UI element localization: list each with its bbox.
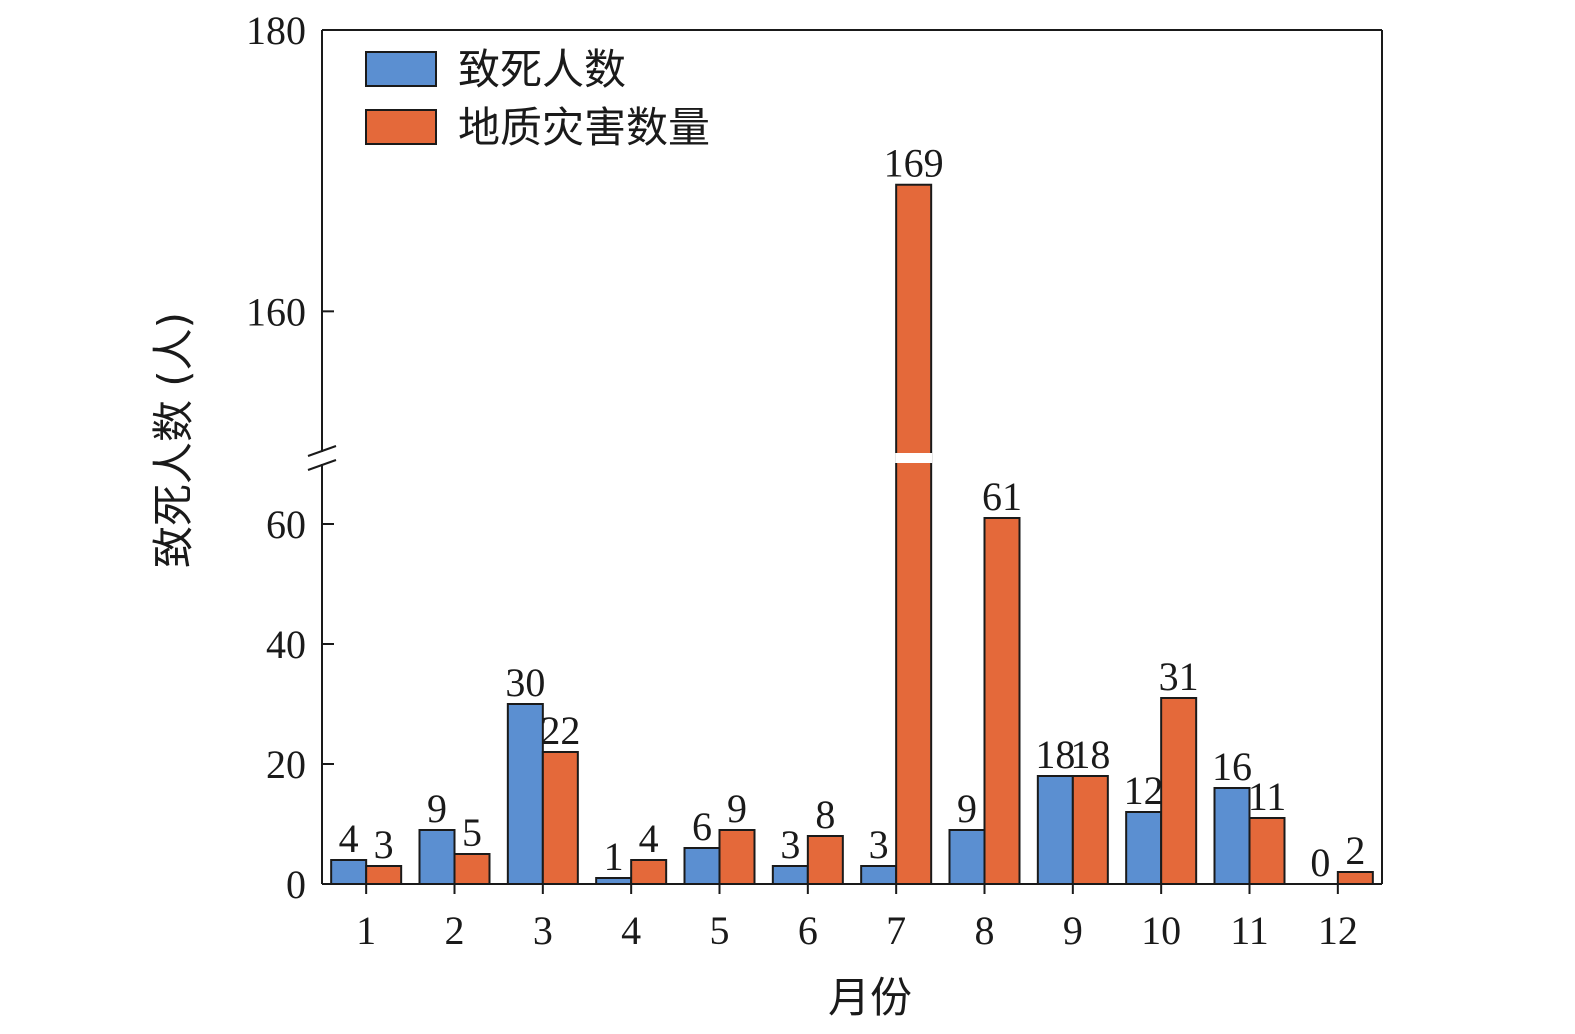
data-label: 18 [1035, 732, 1075, 777]
data-label: 2 [1345, 828, 1365, 873]
data-label: 5 [462, 810, 482, 855]
data-label: 3 [374, 822, 394, 867]
data-label: 169 [884, 141, 944, 186]
bar-disasters-8 [983, 517, 1021, 885]
axis-break-mark [307, 459, 337, 471]
bar-disasters-9 [1071, 775, 1109, 885]
bar-deaths-11 [1213, 787, 1251, 885]
data-label: 12 [1124, 768, 1164, 813]
bar-deaths-9 [1036, 775, 1074, 885]
x-tick-label: 5 [710, 908, 730, 953]
x-tick-label: 9 [1063, 908, 1083, 953]
data-label: 1 [604, 834, 624, 879]
data-label: 9 [427, 786, 447, 831]
bar-disasters-5 [718, 829, 756, 885]
bar-deaths-7 [860, 865, 898, 885]
bar-disasters-11 [1248, 817, 1286, 885]
data-label: 8 [815, 792, 835, 837]
bar-deaths-10 [1125, 811, 1163, 885]
y-tick-label: 40 [266, 622, 306, 667]
y-tick-label: 20 [266, 742, 306, 787]
bar-disasters-10 [1160, 697, 1198, 885]
legend-label-deaths: 致死人数 [458, 45, 626, 94]
bar-disasters-7 [895, 183, 933, 885]
bar-deaths-8 [948, 829, 986, 885]
x-tick-label: 12 [1318, 908, 1358, 953]
y-tick-label: 180 [246, 8, 306, 53]
bar-deaths-3 [506, 703, 544, 885]
data-label: 16 [1212, 744, 1252, 789]
data-label: 30 [505, 660, 545, 705]
x-axis-title: 月份 [828, 973, 912, 1022]
x-tick-label: 6 [798, 908, 818, 953]
y-tick-label: 0 [286, 862, 306, 907]
y-axis-title: 致死人数 (人) [149, 312, 198, 568]
data-label: 3 [780, 822, 800, 867]
legend-label-disasters: 地质灾害数量 [458, 103, 710, 152]
data-label: 4 [339, 816, 359, 861]
x-tick-label: 10 [1141, 908, 1181, 953]
bar-deaths-2 [418, 829, 456, 885]
x-tick-label: 11 [1230, 908, 1269, 953]
x-tick-label: 7 [886, 908, 906, 953]
data-label: 11 [1248, 774, 1287, 819]
axis-break-mark [307, 445, 337, 457]
data-label: 22 [540, 708, 580, 753]
bar-disasters-4 [630, 859, 668, 885]
x-tick-label: 4 [621, 908, 641, 953]
data-label: 61 [982, 474, 1022, 519]
bars-group [330, 183, 1374, 885]
data-label: 9 [957, 786, 977, 831]
x-tick-label: 8 [975, 908, 995, 953]
x-tick-label: 3 [533, 908, 553, 953]
x-tick-label: 2 [445, 908, 465, 953]
data-label: 6 [692, 804, 712, 849]
bar-disasters-3 [541, 751, 579, 885]
x-tick-label: 1 [356, 908, 376, 953]
y-tick-label: 60 [266, 502, 306, 547]
bar-deaths-5 [683, 847, 721, 885]
data-label: 9 [727, 786, 747, 831]
bar-disasters-1 [365, 865, 403, 885]
data-label: 18 [1070, 732, 1110, 777]
y-tick-label: 160 [246, 289, 306, 334]
data-label: 0 [1310, 840, 1330, 885]
bar-break-gap [895, 453, 933, 463]
bar-deaths-6 [771, 865, 809, 885]
bar-disasters-2 [453, 853, 491, 885]
legend-swatch-deaths [365, 51, 437, 87]
data-label: 3 [869, 822, 889, 867]
legend-swatch-disasters [365, 109, 437, 145]
bar-disasters-12 [1336, 871, 1374, 885]
bar-disasters-6 [806, 835, 844, 885]
data-label: 31 [1159, 654, 1199, 699]
data-label: 4 [639, 816, 659, 861]
bar-deaths-1 [330, 859, 368, 885]
